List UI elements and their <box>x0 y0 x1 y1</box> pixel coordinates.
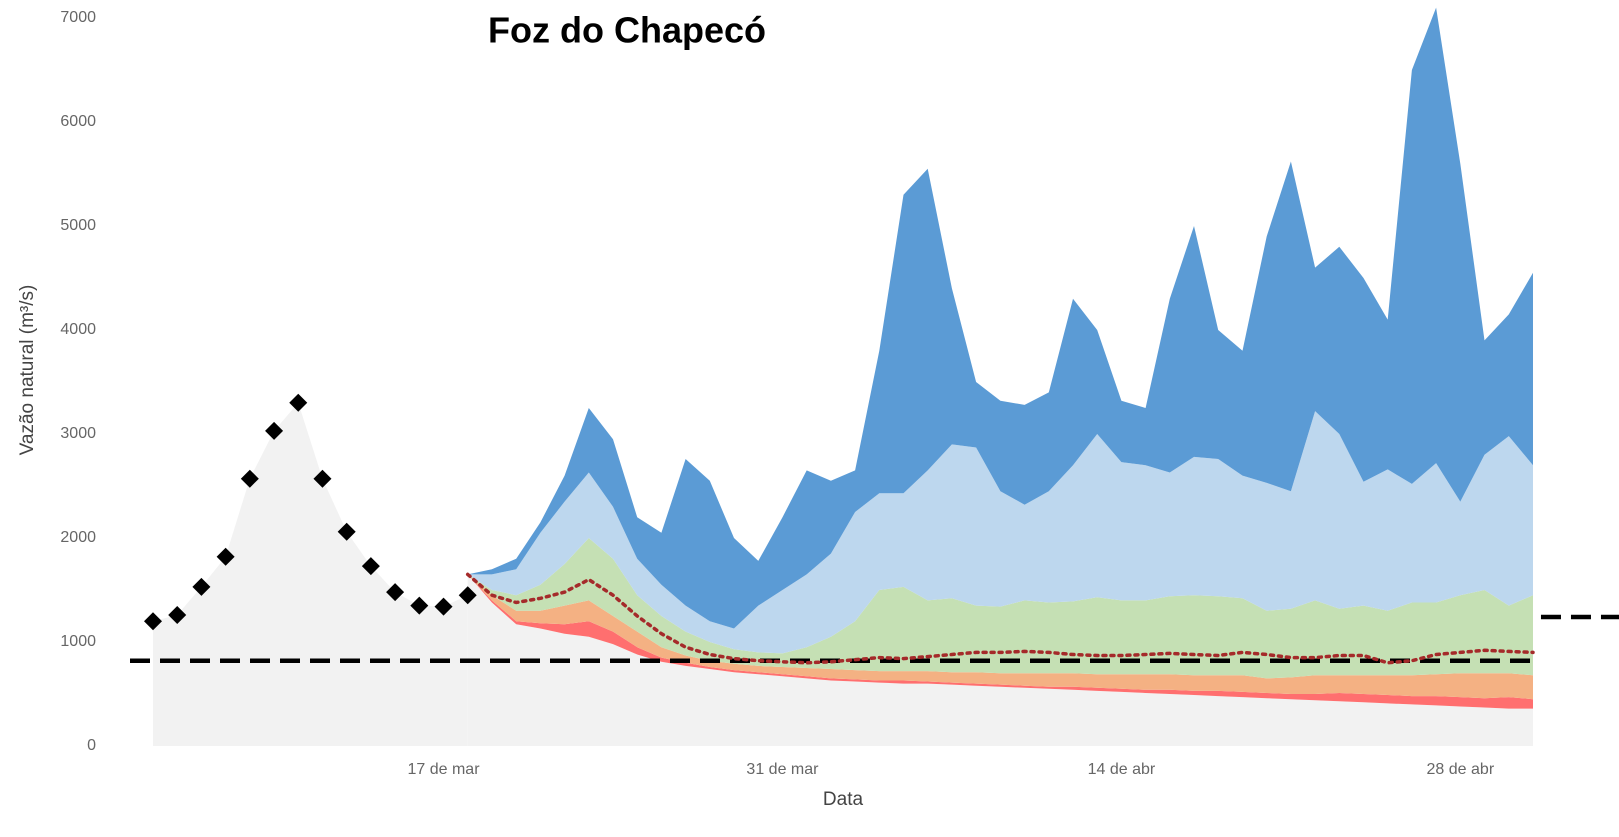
observed-marker <box>144 612 162 631</box>
observed-marker <box>168 605 187 624</box>
y-tick-label: 0 <box>87 737 96 754</box>
forecast-band <box>467 7 1534 629</box>
observed-marker <box>458 586 477 605</box>
x-tick-label: 14 de abr <box>1088 761 1156 778</box>
chart-title: Foz do Chapecó <box>488 10 766 51</box>
y-tick-label: 1000 <box>60 633 96 650</box>
observed-marker <box>410 596 429 615</box>
y-axis-title: Vazão natural (m³/s) <box>17 285 38 456</box>
y-tick-label: 3000 <box>60 425 96 442</box>
observed-marker <box>313 469 332 488</box>
x-tick-label: 31 de mar <box>746 761 819 778</box>
observed-marker <box>289 393 308 412</box>
forecast-band <box>467 538 1534 679</box>
observed-marker <box>192 577 211 596</box>
observed-marker <box>265 421 284 440</box>
forecast-band <box>467 574 1534 746</box>
forecast-band <box>467 411 1534 654</box>
y-tick-label: 6000 <box>60 113 96 130</box>
forecast-band <box>467 574 1534 700</box>
observed-marker <box>337 522 356 541</box>
y-tick-label: 7000 <box>60 9 96 26</box>
plot-area <box>130 7 1619 746</box>
x-axis-title: Data <box>823 789 864 810</box>
observed-marker <box>434 597 453 616</box>
y-tick-label: 2000 <box>60 529 96 546</box>
observed-marker <box>386 583 405 602</box>
observed-area <box>153 402 468 746</box>
y-tick-label: 5000 <box>60 217 96 234</box>
x-tick-label: 28 de abr <box>1427 761 1495 778</box>
observed-marker <box>216 547 235 566</box>
x-tick-label: 17 de mar <box>407 761 480 778</box>
median-line <box>465 572 1535 665</box>
y-tick-label: 4000 <box>60 321 96 338</box>
observed-marker <box>361 557 380 576</box>
observed-marker <box>240 469 259 488</box>
